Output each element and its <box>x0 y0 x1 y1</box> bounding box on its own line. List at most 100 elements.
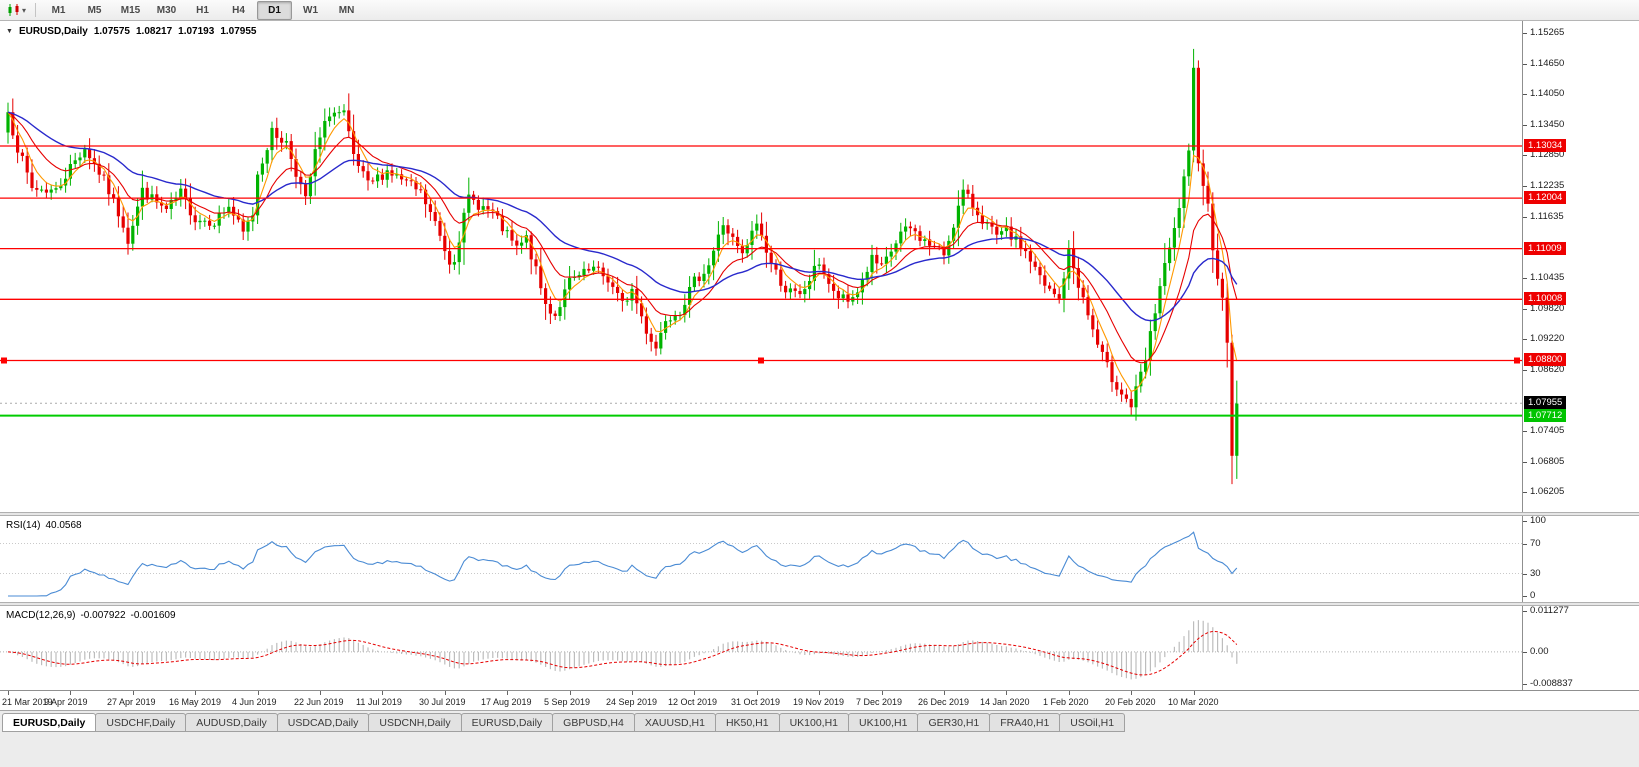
timeframe-button-d1[interactable]: D1 <box>257 0 293 20</box>
axis-separator <box>1522 606 1523 690</box>
chart-tab-xauusd-h1[interactable]: XAUUSD,H1 <box>633 713 716 732</box>
time-tick-mark <box>1194 691 1195 695</box>
timeframe-button-m5[interactable]: M5 <box>87 4 102 16</box>
time-tick-mark <box>819 691 820 695</box>
date-label: 16 May 2019 <box>169 697 222 707</box>
date-label: 24 Sep 2019 <box>606 697 658 707</box>
price-axis[interactable]: 1.15265 1.14650 1.14050 1.13450 1.12850 1.122… <box>1523 21 1639 512</box>
tick-mark <box>1523 596 1527 597</box>
chart-tab-eurusd-daily[interactable]: EURUSD,Daily <box>2 713 97 732</box>
macd-axis[interactable]: 0.011277 0.00 -0.008837 <box>1523 605 1639 690</box>
axis-tick-label: 1.06805 <box>1530 456 1565 467</box>
chart-tab-ger30-h1[interactable]: GER30,H1 <box>917 713 991 732</box>
rsi-axis[interactable]: 100 70 30 0 <box>1523 515 1639 602</box>
date-label: 10 Mar 2020 <box>1168 697 1219 707</box>
line-handle[interactable] <box>1514 357 1520 364</box>
tick-mark <box>1523 462 1527 463</box>
dropdown-caret-icon[interactable]: ▾ <box>22 5 27 15</box>
moving-average-line <box>7 111 1238 393</box>
chart-tab-eurusd-daily[interactable]: EURUSD,Daily <box>460 713 554 732</box>
panel-splitter[interactable] <box>0 512 1639 516</box>
timeframe-button-m30[interactable]: M30 <box>156 4 177 16</box>
open-value: 1.07575 <box>93 26 130 37</box>
time-tick-mark <box>382 691 383 695</box>
axis-tick-label: 1.10435 <box>1530 272 1565 283</box>
chart-tab-audusd-daily[interactable]: AUDUSD,Daily <box>185 713 278 732</box>
chart-tab-uk100-h1[interactable]: UK100,H1 <box>778 713 850 732</box>
rsi-name: RSI(14) <box>6 520 41 531</box>
timeframe-button-m15[interactable]: M15 <box>120 4 141 16</box>
axis-tick-label: 1.15265 <box>1530 27 1565 38</box>
time-tick-mark <box>1069 691 1070 695</box>
axis-tick-label: 1.14650 <box>1530 58 1565 69</box>
time-tick-mark <box>632 691 633 695</box>
chart-tab-uk100-h1[interactable]: UK100,H1 <box>848 713 919 732</box>
last-price-label: 1.07955 <box>1524 396 1567 409</box>
date-label: 21 Mar 2019 <box>2 697 53 707</box>
collapse-icon[interactable]: ▼ <box>6 28 13 35</box>
toolbar-separator <box>35 3 37 17</box>
timeframe-button-mn[interactable]: MN <box>338 4 355 16</box>
date-label: 7 Dec 2019 <box>856 697 903 707</box>
bid-price-label: 1.07712 <box>1524 409 1567 422</box>
tick-mark <box>1523 155 1527 156</box>
panel-splitter[interactable] <box>0 602 1639 606</box>
timeframe-button-w1[interactable]: W1 <box>303 4 319 16</box>
level-price-label: 1.13034 <box>1524 139 1567 152</box>
tick-mark <box>1523 574 1527 575</box>
time-tick-mark <box>258 691 259 695</box>
level-price-label: 1.12004 <box>1524 191 1567 204</box>
timeframe-button-h4[interactable]: H4 <box>232 4 245 16</box>
macd-indicator-panel[interactable]: 0.011277 0.00 -0.008837 MACD(12,26,9) -0.0… <box>0 605 1639 690</box>
axis-tick-label: 1.09220 <box>1530 333 1565 344</box>
date-label: 12 Oct 2019 <box>668 697 718 707</box>
chart-tab-gbpusd-h4[interactable]: GBPUSD,H4 <box>552 713 635 732</box>
rsi-label: RSI(14) 40.0568 <box>6 520 82 531</box>
chart-tab-hk50-h1[interactable]: HK50,H1 <box>714 713 780 732</box>
chart-title: ▼ EURUSD,Daily 1.07575 1.08217 1.07193 1… <box>6 26 256 37</box>
axis-tick-label: 0.011277 <box>1530 605 1569 616</box>
axis-tick-label: 0.00 <box>1530 646 1549 657</box>
chart-tab-usdcad-daily[interactable]: USDCAD,Daily <box>276 713 370 732</box>
main-chart-panel[interactable]: 1.15265 1.14650 1.14050 1.13450 1.12850 1.122… <box>0 21 1639 512</box>
timeframe-button-m1[interactable]: M1 <box>51 4 66 16</box>
axis-separator <box>1522 516 1523 602</box>
tick-mark <box>1523 370 1527 371</box>
line-handle[interactable] <box>758 357 764 364</box>
level-price-label: 1.08800 <box>1524 353 1567 366</box>
tick-mark <box>1523 125 1527 126</box>
chart-tab-usdchf-daily[interactable]: USDCHF,Daily <box>95 713 187 732</box>
symbol-period-label: EURUSD,Daily <box>18 26 88 37</box>
axis-tick-label: 100 <box>1530 515 1546 526</box>
macd-plot[interactable] <box>0 606 1522 690</box>
close-value: 1.07955 <box>220 26 257 37</box>
date-label: 14 Jan 2020 <box>980 697 1030 707</box>
time-tick-mark <box>570 691 571 695</box>
time-tick-mark <box>694 691 695 695</box>
date-label: 1 Feb 2020 <box>1043 697 1089 707</box>
tick-mark <box>1523 64 1527 65</box>
date-label: 26 Dec 2019 <box>918 697 970 707</box>
price-chart-plot[interactable] <box>0 21 1522 512</box>
time-tick-mark <box>507 691 508 695</box>
chart-tab-usdcnh-daily[interactable]: USDCNH,Daily <box>368 713 462 732</box>
timeframe-button-h1[interactable]: H1 <box>196 4 209 16</box>
time-axis[interactable]: 21 Mar 2019 9 Apr 2019 27 Apr 2019 16 May 2… <box>0 690 1639 710</box>
candlestick-chart-icon[interactable] <box>5 2 23 18</box>
axis-tick-label: 1.07405 <box>1530 425 1565 436</box>
date-label: 4 Jun 2019 <box>232 697 277 707</box>
time-tick-mark <box>8 691 9 695</box>
chart-tab-usoil-h1[interactable]: USOil,H1 <box>1059 713 1126 732</box>
date-label: 19 Nov 2019 <box>793 697 845 707</box>
date-label: 31 Oct 2019 <box>731 697 781 707</box>
timeframe-buttons: M1 M5 M15 M30 H1 H4 D1 W1 MN <box>41 0 364 20</box>
line-handle[interactable] <box>1 357 7 364</box>
rsi-indicator-panel[interactable]: 100 70 30 0 RSI(14) 40.0568 <box>0 515 1639 602</box>
tick-mark <box>1523 94 1527 95</box>
tick-mark <box>1523 217 1527 218</box>
chart-tab-fra40-h1[interactable]: FRA40,H1 <box>989 713 1061 732</box>
axis-tick-label: 30 <box>1530 568 1541 579</box>
axis-tick-label: 1.13450 <box>1530 119 1565 130</box>
time-tick-mark <box>757 691 758 695</box>
rsi-plot[interactable] <box>0 516 1522 602</box>
